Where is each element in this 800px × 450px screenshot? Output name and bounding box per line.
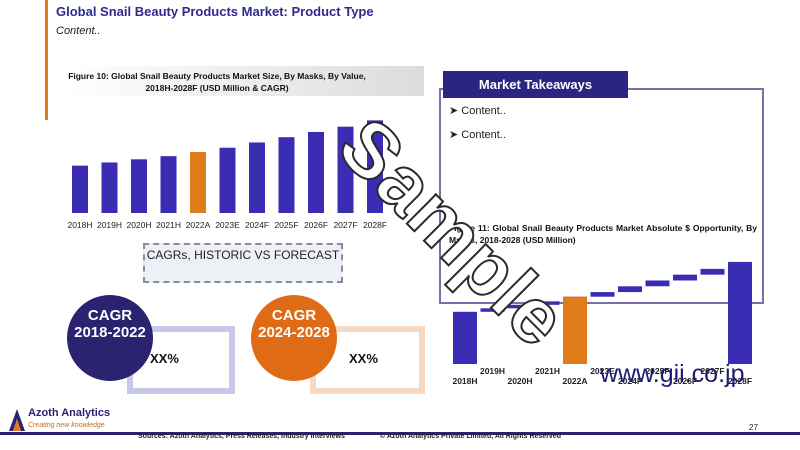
bar-2019H <box>101 162 118 213</box>
waterfall-step-2021H <box>535 301 560 305</box>
x-tick-label: 2026F <box>673 376 697 386</box>
x-tick-label: 2027F <box>700 366 724 376</box>
title-accent-bar <box>45 0 48 120</box>
x-tick-label: 2027F <box>333 220 357 230</box>
bar-2025F <box>278 137 295 213</box>
bullet-arrow-icon: ➤ <box>449 129 462 141</box>
waterfall-chart-title: Figure 11: Global Snail Beauty Products … <box>449 223 757 245</box>
sources-note: Sources: Azoth Analytics, Press Releases… <box>138 433 345 440</box>
x-tick-label: 2018H <box>67 220 92 230</box>
page-title: Global Snail Beauty Products Market: Pro… <box>56 4 374 19</box>
bar-2020H <box>131 159 147 213</box>
historic-cagr-value: XX% <box>150 351 179 366</box>
x-tick-label: 2024F <box>618 376 642 386</box>
azoth-logo-icon <box>9 409 25 431</box>
x-tick-label: 2022A <box>186 220 211 230</box>
bar-2023E <box>219 147 236 213</box>
x-tick-label: 2025F <box>274 220 298 230</box>
waterfall-base-year-2022A <box>563 296 587 364</box>
logo-tagline: Creating new knowledge <box>28 422 105 429</box>
x-tick-label: 2020H <box>507 376 532 386</box>
x-tick-label: 2019H <box>97 220 122 230</box>
bar-2026F <box>308 131 324 213</box>
waterfall-step-2019H <box>480 308 505 312</box>
figure-caption-background <box>62 66 424 96</box>
waterfall-step-2024F <box>618 286 642 293</box>
x-tick-label: 2025F <box>645 366 669 376</box>
x-tick-label: 2021H <box>535 366 560 376</box>
forecast-cagr-label: CAGR <box>271 307 317 324</box>
x-tick-label: 2019H <box>480 366 505 376</box>
takeaway-text: Content.. <box>461 129 506 141</box>
waterfall-step-2020H <box>508 304 532 309</box>
bar-2018H <box>72 165 88 213</box>
forecast-cagr-value: XX% <box>349 351 378 366</box>
x-tick-label: 2021H <box>156 220 181 230</box>
waterfall-step-2026F <box>673 274 697 281</box>
forecast-cagr-badge: CAGR 2024-2028 <box>251 295 337 381</box>
footer-divider <box>0 432 800 435</box>
historic-cagr-period: 2018-2022 <box>74 324 146 341</box>
x-tick-label: 2026F <box>304 220 328 230</box>
x-tick-label: 2023E <box>590 366 615 376</box>
waterfall-chart: 2018H2019H2020H2021H2022A2023E2024F2025F… <box>452 261 752 386</box>
x-tick-label: 2028F <box>363 220 387 230</box>
cagr-comparison-label: CAGRs, HISTORIC VS FORECAST <box>143 243 343 283</box>
forecast-cagr-period: 2024-2028 <box>258 324 330 341</box>
takeaways-title: Market Takeaways <box>443 71 628 98</box>
cagr-comparison-text: CAGRs, HISTORIC VS FORECAST <box>146 248 340 262</box>
bar-chart: 2018H 2019H 2020H 2021H 2022A 2023E 2024F 2025F… <box>67 120 387 230</box>
x-tick-label: 2018H <box>452 376 477 386</box>
x-tick-label: 2022A <box>562 376 587 386</box>
waterfall-step-2025F <box>645 280 670 287</box>
x-tick-label: 2024F <box>245 220 269 230</box>
x-tick-label: 2023E <box>215 220 240 230</box>
page-subtitle: Content.. <box>56 25 101 37</box>
logo-name: Azoth Analytics <box>28 407 111 419</box>
takeaway-text: Content.. <box>461 105 506 117</box>
waterfall-step-2018H <box>453 311 477 364</box>
page-number: 27 <box>749 423 758 432</box>
watermark-url: www.gii.co.jp <box>600 360 745 388</box>
takeaway-item: ➤ Content.. <box>449 128 506 141</box>
historic-cagr-badge: CAGR 2018-2022 <box>67 295 153 381</box>
historic-cagr-label: CAGR <box>87 307 133 324</box>
bar-2021H <box>160 156 177 213</box>
bar-chart-title: Figure 10: Global Snail Beauty Products … <box>68 71 366 93</box>
bullet-arrow-icon: ➤ <box>449 105 462 117</box>
x-tick-label: 2028F <box>728 376 752 386</box>
waterfall-step-2023E <box>590 292 615 297</box>
bar-2024F <box>249 142 265 213</box>
copyright-note: © Azoth Analytics Private Limited, All R… <box>380 433 561 440</box>
bar-2022A <box>190 151 206 213</box>
waterfall-step-2028F <box>728 261 752 364</box>
waterfall-step-2027F <box>700 268 725 275</box>
takeaway-item: ➤ Content.. <box>449 104 506 117</box>
x-tick-label: 2020H <box>126 220 151 230</box>
bar-2027F <box>337 126 354 213</box>
bar-2028F <box>367 120 383 213</box>
